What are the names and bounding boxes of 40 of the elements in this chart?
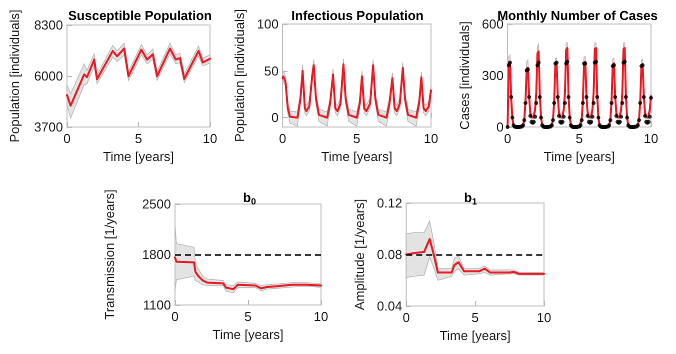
x-tick-label: 10 bbox=[202, 131, 218, 146]
y-tick-label: 6000 bbox=[34, 68, 63, 84]
y-tick-label: 100 bbox=[256, 16, 279, 32]
x-tick-label: 10 bbox=[424, 131, 438, 146]
x-tick-label: 5 bbox=[134, 131, 142, 146]
chart-title: Susceptible Population bbox=[68, 8, 212, 23]
x-tick-label: 5 bbox=[244, 309, 252, 324]
y-tick-label: 50 bbox=[264, 63, 279, 78]
y-axis-title: Amplitude [1/years] bbox=[352, 198, 367, 310]
y-axis-title: Transmission [1/years] bbox=[102, 189, 117, 320]
chart-title: Infectious Population bbox=[291, 8, 424, 23]
y-axis-title: Cases [individuals] bbox=[457, 21, 472, 130]
y-tick-label: 2500 bbox=[142, 196, 171, 212]
line-series bbox=[405, 238, 545, 275]
y-tick-label: 3700 bbox=[34, 120, 63, 134]
line-series bbox=[174, 256, 322, 290]
x-axis-title: Time [years] bbox=[212, 326, 284, 342]
x-tick-label: 5 bbox=[353, 131, 360, 146]
y-tick-label: 0.04 bbox=[376, 298, 402, 314]
line-series bbox=[282, 63, 432, 119]
y-tick-label: 0.12 bbox=[376, 196, 402, 210]
y-tick-label: 0 bbox=[496, 120, 504, 134]
y-axis-title: Population [individuals] bbox=[232, 9, 247, 142]
x-tick-label: 10 bbox=[644, 131, 658, 146]
x-tick-label: 10 bbox=[536, 310, 552, 325]
x-tick-label: 5 bbox=[576, 131, 583, 146]
y-tick-label: 1800 bbox=[142, 247, 171, 262]
y-axis-title: Population [individuals] bbox=[7, 10, 22, 142]
y-tick-label: 8300 bbox=[34, 18, 63, 32]
y-tick-label: 0.08 bbox=[376, 247, 402, 262]
y-tick-label: 300 bbox=[482, 68, 504, 83]
line-series bbox=[66, 48, 211, 107]
x-axis-title: Time [years] bbox=[440, 328, 511, 343]
x-tick-label: 10 bbox=[314, 309, 328, 324]
x-axis-title: Time [years] bbox=[321, 148, 392, 164]
y-tick-label: 1100 bbox=[143, 298, 171, 312]
x-tick-label: 5 bbox=[471, 310, 479, 325]
y-tick-label: 0 bbox=[271, 110, 279, 126]
x-axis-title: Time [years] bbox=[544, 148, 615, 164]
x-axis-title: Time [years] bbox=[102, 148, 174, 164]
